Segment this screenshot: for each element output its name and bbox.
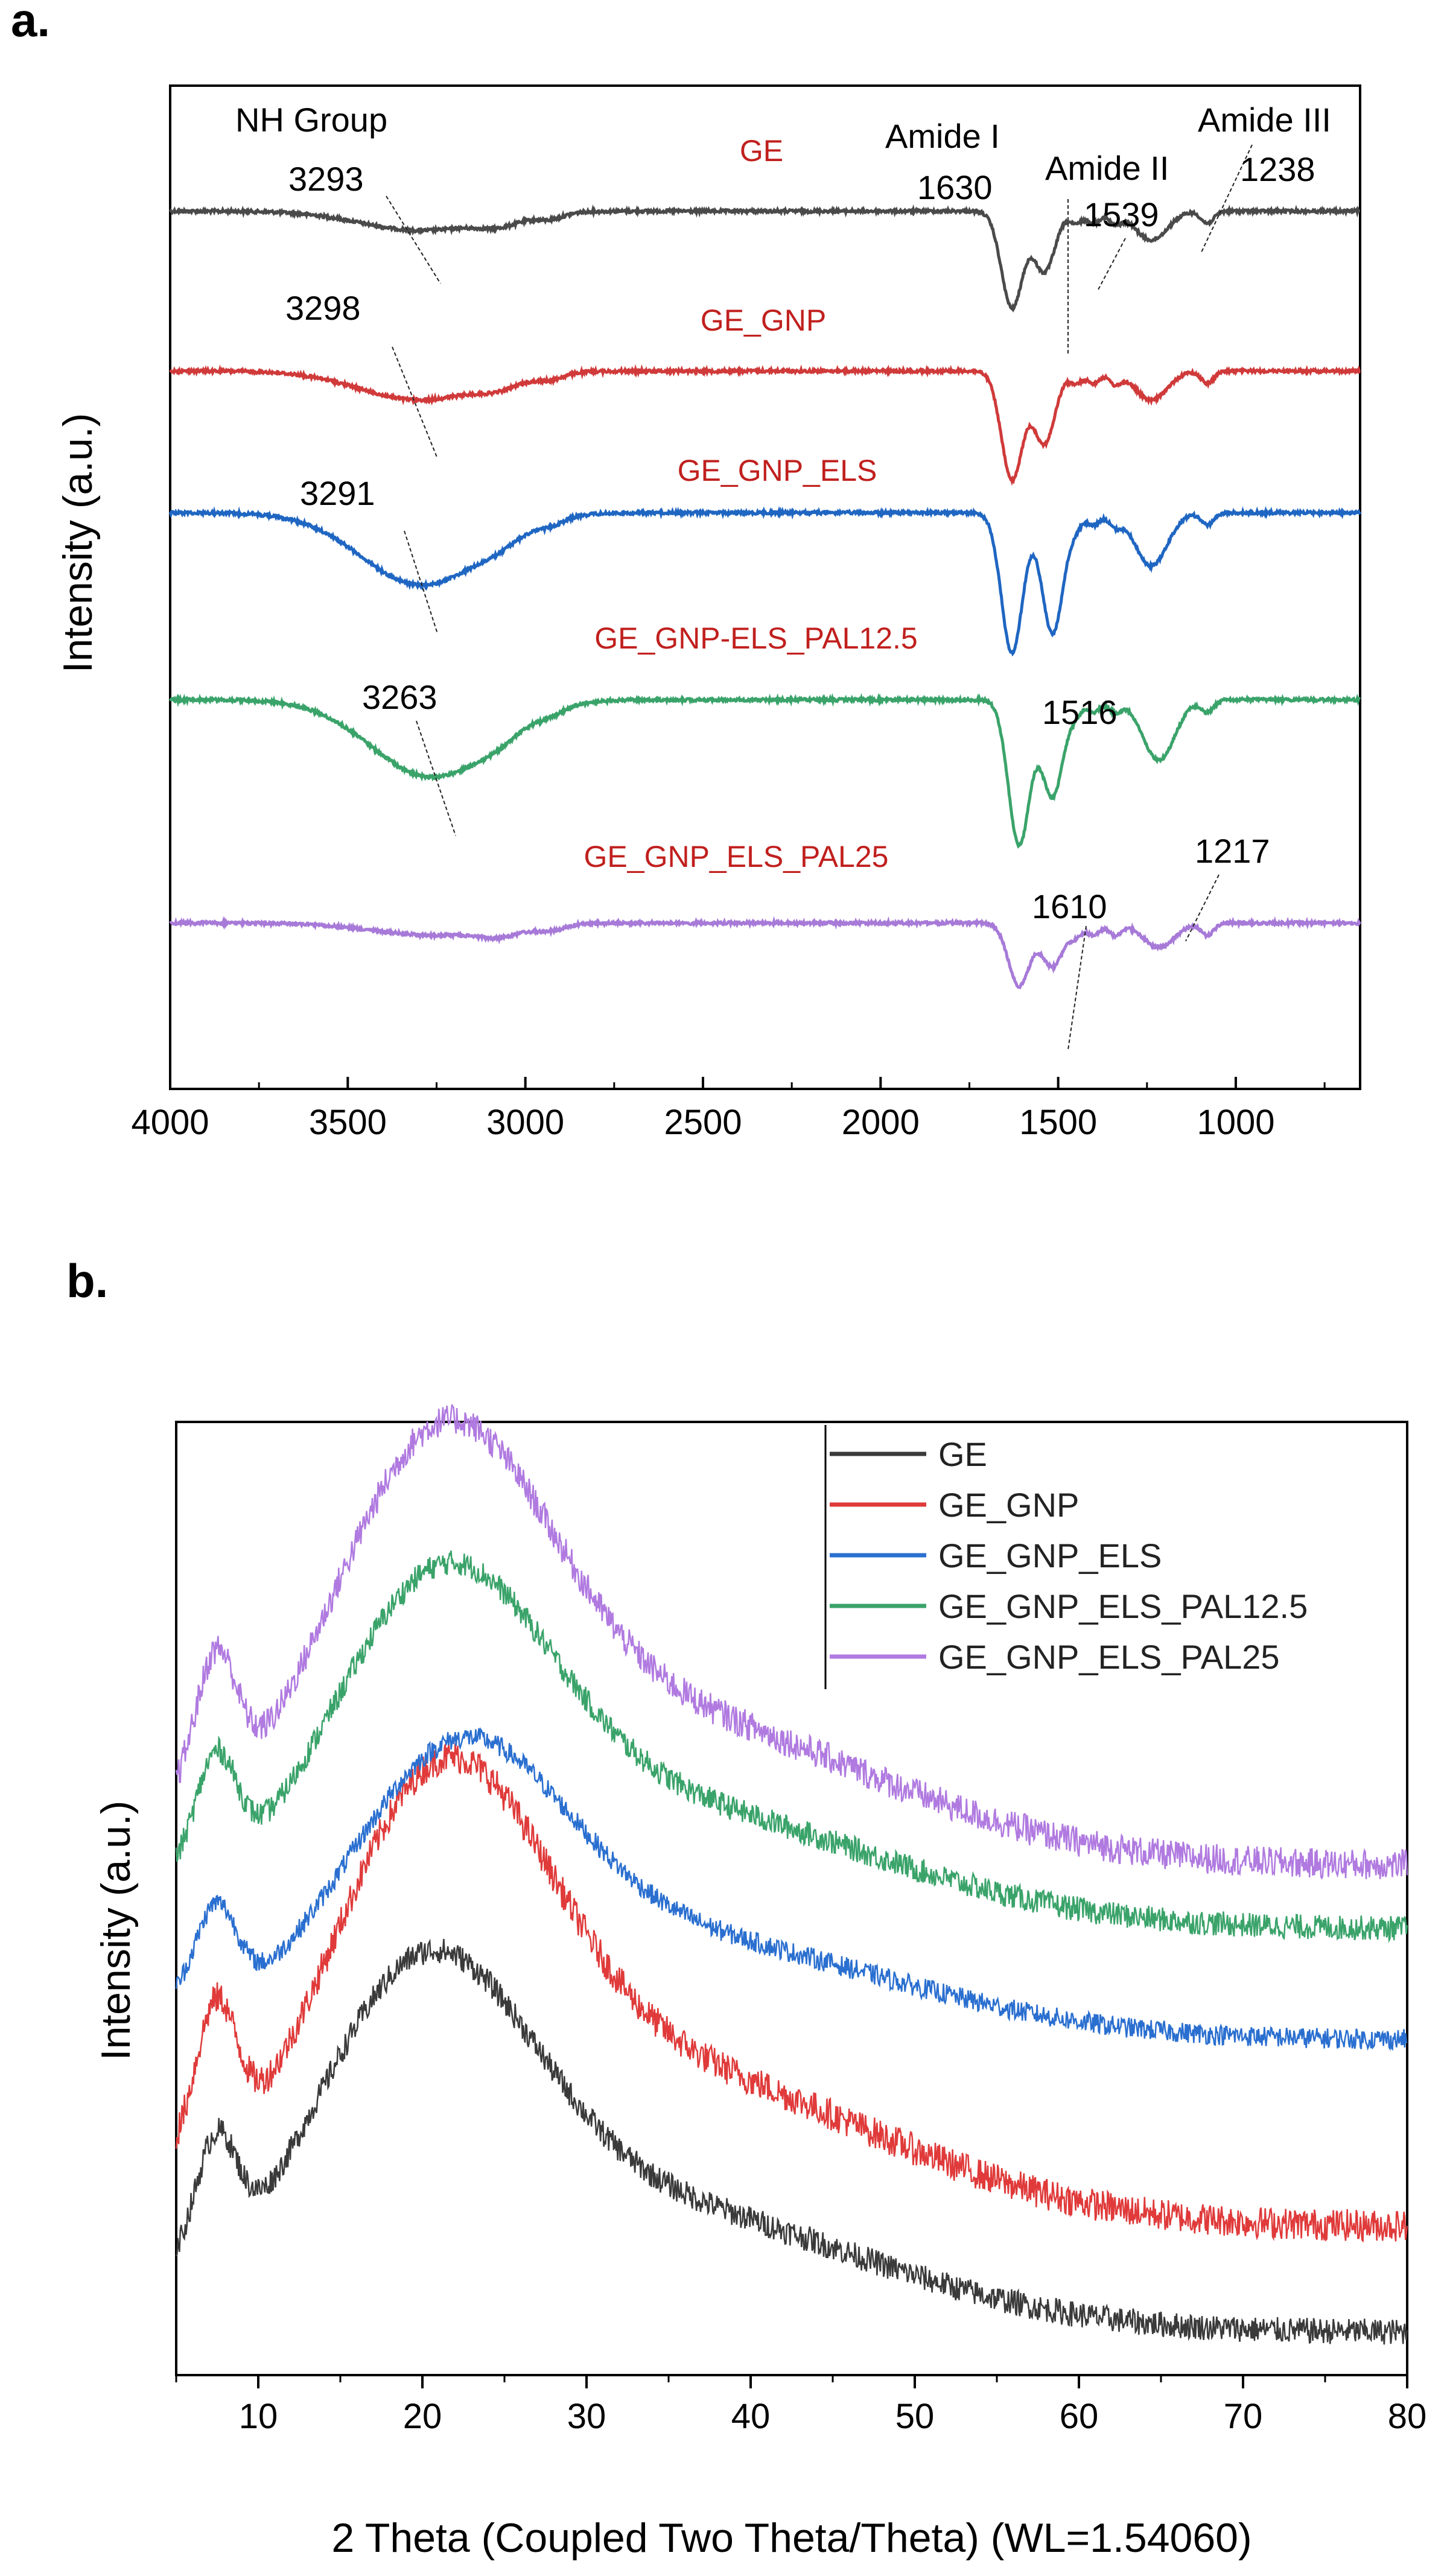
ftir-series-ge-gnp [169,364,1361,486]
xrd-x-axis: 10 20 30 40 50 60 70 80 [175,2375,1427,2436]
xrd-x-tick-label-30: 30 [567,2397,606,2436]
xrd-x-tick-label-70: 70 [1224,2397,1263,2436]
ftir-x-tick-label-3500: 3500 [309,1103,387,1142]
xrd-x-tick-label-20: 20 [403,2397,442,2436]
ftir-x-tick-label-3000: 3000 [486,1103,564,1142]
annotation-1539: 1539 [1084,195,1159,233]
annotation-1217: 1217 [1195,832,1270,870]
ftir-plot-area [168,84,1362,1090]
annotation-nh-group: NH Group [235,101,387,139]
xrd-series-ge-gnp-els-pal12-5 [175,1550,1408,1943]
xrd-series-ge-gnp-els [175,1727,1408,2051]
annotation-1238: 1238 [1240,150,1315,188]
xrd-series-ge-gnp-els-pal25 [175,1404,1408,1880]
leader-line [1200,144,1253,254]
xrd-x-axis-title: 2 Theta (Coupled Two Theta/Theta) (WL=1.… [331,2515,1251,2561]
ftir-x-tick-label-2500: 2500 [664,1103,742,1142]
ftir-series-ge-gnp-els-pal12-5 [168,693,1361,849]
leader-line [1067,925,1087,1050]
xrd-plot-frame [175,1421,1408,2376]
ftir-y-axis-title: Intensity (a.u.) [55,413,101,673]
annotation-amide-iii: Amide III [1198,101,1331,139]
xrd-series-group [175,1404,1408,2345]
ftir-x-axis: 4000 3500 3000 2500 2000 1500 1000 [131,1077,1326,1142]
ftir-series-ge-gnp-els [168,506,1362,657]
annotation-3298: 3298 [285,289,361,327]
legend-label-ge-gnp-els-pal25: GE_GNP_ELS_PAL25 [938,1638,1280,1676]
ftir-series-ge [168,204,1361,313]
ftir-x-tick-label-4000: 4000 [131,1103,209,1142]
annotation-1610: 1610 [1032,887,1107,925]
ftir-plot-frame [169,84,1361,1090]
xrd-legend: GE GE_GNP GE_GNP_ELS GE_GNP_ELS_PAL12.5 GE_G… [824,1425,1308,1689]
xrd-series-ge-gnp [175,1743,1408,2243]
xrd-x-tick-label-60: 60 [1060,2397,1099,2436]
annotation-1516: 1516 [1042,693,1118,731]
leader-line [392,346,438,459]
ftir-label-ge: GE [740,134,783,168]
legend-label-ge-gnp-els: GE_GNP_ELS [938,1537,1162,1575]
panel-a-label: a. [11,0,50,46]
leader-line [1185,874,1220,942]
annotation-3291: 3291 [300,474,375,512]
ftir-x-tick-label-1500: 1500 [1019,1103,1097,1142]
ftir-label-ge-gnp-els-pal25: GE_GNP_ELS_PAL25 [584,840,889,874]
leader-line [416,720,456,836]
panel-b-label: b. [66,1254,108,1307]
xrd-x-tick-label-50: 50 [895,2397,935,2436]
xrd-y-axis-title: Intensity (a.u.) [93,1801,139,2061]
ftir-label-ge-gnp-els-pal12-5: GE_GNP-ELS_PAL12.5 [594,621,917,655]
annotation-1630: 1630 [917,168,993,206]
ftir-series-group [168,204,1362,989]
ftir-label-ge-gnp: GE_GNP [701,303,826,337]
leader-line [386,195,441,284]
ftir-series-ge-gnp-els-pal25 [169,916,1361,989]
xrd-x-tick-label-80: 80 [1388,2397,1427,2436]
annotation-3263: 3263 [362,678,437,716]
xrd-series-ge [175,1938,1408,2345]
annotation-3293: 3293 [288,160,364,198]
legend-label-ge-gnp: GE_GNP [938,1486,1079,1524]
legend-label-ge-gnp-els-pal12-5: GE_GNP_ELS_PAL12.5 [938,1587,1308,1625]
xrd-plot-area [175,1404,1408,2376]
ftir-x-tick-label-1000: 1000 [1197,1103,1274,1142]
xrd-x-tick-label-10: 10 [239,2397,278,2436]
leader-line [1098,238,1126,290]
ftir-x-tick-label-2000: 2000 [842,1103,920,1142]
legend-label-ge: GE [938,1435,987,1473]
annotation-amide-ii: Amide II [1045,149,1169,187]
xrd-x-tick-label-40: 40 [731,2397,771,2436]
annotation-amide-i: Amide I [885,117,1000,155]
ftir-label-ge-gnp-els: GE_GNP_ELS [678,454,877,487]
ftir-leader-lines [386,144,1253,1050]
